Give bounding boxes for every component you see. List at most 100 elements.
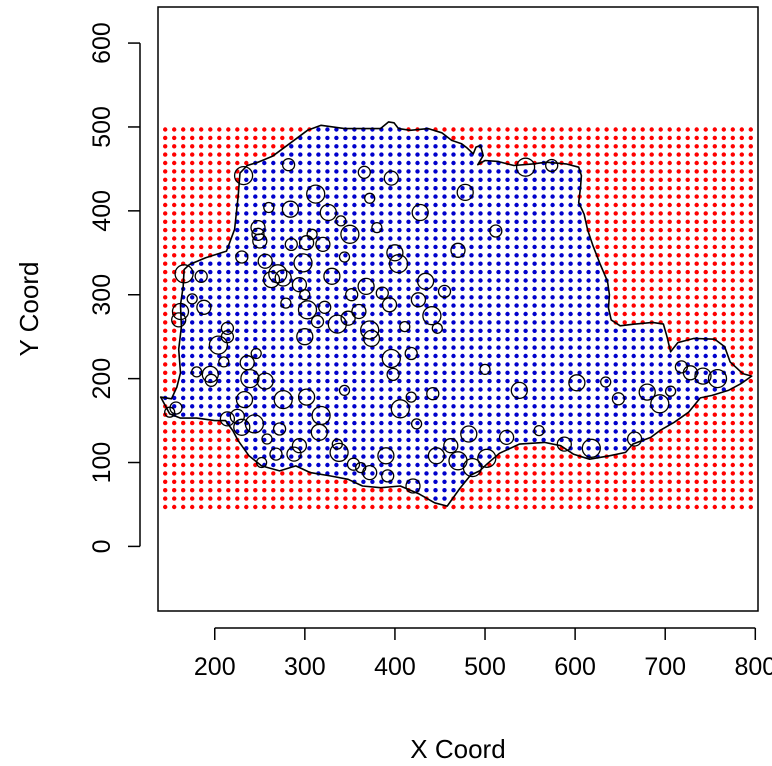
grid-point-inside (415, 420, 420, 426)
grid-point-inside (190, 311, 195, 317)
grid-point-outside (568, 454, 573, 459)
grid-point-outside (730, 412, 735, 417)
grid-point-inside (208, 404, 213, 409)
grid-point-outside (334, 496, 339, 501)
grid-point-outside (631, 186, 636, 191)
grid-point-outside (739, 488, 744, 493)
grid-point-inside (334, 404, 339, 409)
grid-point-inside (433, 186, 438, 191)
grid-point-outside (730, 244, 735, 250)
grid-point-outside (190, 446, 195, 451)
grid-point-inside (208, 387, 213, 392)
grid-point-outside (658, 462, 663, 468)
grid-point-inside (478, 446, 483, 451)
grid-point-outside (262, 471, 267, 476)
grid-point-inside (379, 387, 384, 392)
grid-point-outside (505, 479, 510, 484)
grid-point-inside (514, 429, 519, 434)
grid-point-inside (532, 286, 537, 292)
grid-point-inside (298, 278, 303, 283)
grid-point-inside (388, 387, 393, 392)
grid-point-inside (559, 269, 564, 275)
grid-point-inside (505, 387, 510, 392)
grid-point-inside (514, 244, 519, 250)
grid-point-inside (271, 160, 276, 166)
sample-point (273, 389, 293, 410)
grid-point-inside (253, 202, 258, 208)
grid-point-inside (325, 253, 330, 258)
grid-point-inside (550, 337, 555, 342)
grid-point-outside (739, 311, 744, 317)
grid-point-outside (694, 227, 699, 233)
grid-point-outside (199, 127, 204, 132)
grid-point-outside (748, 127, 753, 132)
grid-point-outside (172, 295, 177, 300)
sample-point (664, 385, 677, 397)
grid-point-outside (721, 446, 726, 451)
grid-point-inside (316, 286, 321, 292)
grid-point-inside (496, 219, 501, 224)
grid-point-inside (343, 152, 348, 157)
sample-point (460, 425, 478, 443)
grid-point-inside (271, 303, 276, 308)
grid-point-inside (469, 311, 474, 317)
grid-point-inside (595, 412, 600, 417)
grid-point-outside (712, 186, 717, 191)
grid-point-inside (496, 387, 501, 392)
grid-point-outside (424, 504, 429, 510)
grid-point-inside (496, 202, 501, 208)
grid-point-inside (622, 362, 627, 367)
grid-point-inside (316, 202, 321, 208)
grid-point-inside (640, 337, 645, 342)
grid-point-inside (235, 328, 240, 333)
grid-point-inside (505, 412, 510, 417)
grid-point-inside (469, 378, 474, 384)
grid-point-inside (514, 177, 519, 182)
grid-point-inside (523, 236, 528, 241)
grid-point-outside (676, 462, 681, 468)
grid-point-outside (226, 479, 231, 484)
grid-point-inside (505, 253, 510, 258)
grid-point-outside (739, 186, 744, 191)
grid-point-outside (199, 253, 204, 258)
grid-point-outside (325, 479, 330, 484)
grid-point-outside (217, 135, 222, 141)
grid-point-inside (379, 320, 384, 325)
grid-point-inside (370, 387, 375, 392)
grid-point-inside (388, 462, 393, 468)
grid-point-outside (694, 286, 699, 292)
grid-point-inside (442, 286, 447, 292)
grid-point-outside (532, 488, 537, 493)
grid-point-outside (586, 177, 591, 182)
grid-point-outside (739, 169, 744, 174)
grid-point-inside (496, 412, 501, 417)
grid-point-inside (577, 269, 582, 275)
y-tick-label: 0 (88, 539, 116, 553)
grid-point-outside (748, 261, 753, 266)
grid-point-outside (190, 202, 195, 208)
grid-point-inside (406, 353, 411, 359)
grid-point-inside (595, 404, 600, 409)
grid-point-outside (748, 303, 753, 308)
grid-point-inside (496, 286, 501, 292)
grid-point-outside (739, 278, 744, 283)
grid-point-inside (190, 353, 195, 359)
sample-point (355, 461, 367, 474)
grid-point-outside (730, 152, 735, 157)
grid-point-inside (253, 446, 258, 451)
grid-point-inside (226, 395, 231, 401)
grid-point-inside (280, 269, 285, 275)
grid-point-outside (631, 144, 636, 149)
grid-point-outside (613, 244, 618, 250)
grid-point-inside (487, 219, 492, 224)
grid-point-outside (730, 269, 735, 275)
grid-point-inside (280, 345, 285, 350)
grid-point-outside (325, 504, 330, 510)
grid-point-inside (271, 169, 276, 174)
grid-point-inside (343, 303, 348, 308)
grid-point-outside (712, 295, 717, 300)
grid-point-outside (298, 504, 303, 510)
grid-point-outside (739, 253, 744, 258)
grid-point-outside (577, 504, 582, 510)
grid-point-inside (316, 127, 321, 132)
